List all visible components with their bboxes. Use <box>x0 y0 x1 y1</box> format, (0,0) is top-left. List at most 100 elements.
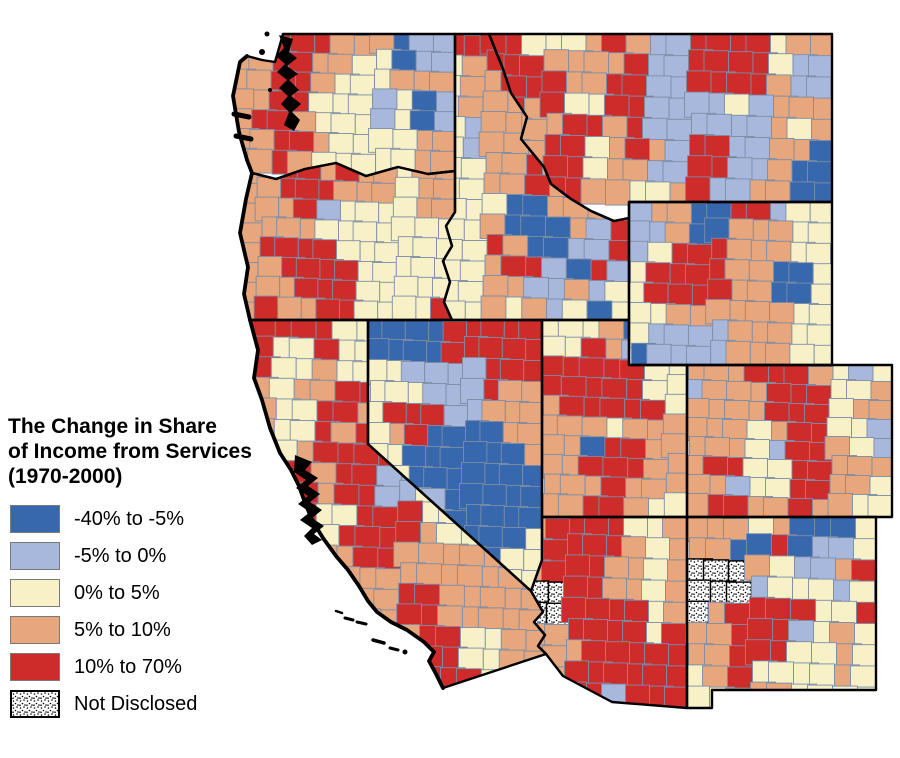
county-cell <box>358 670 385 688</box>
county-cell <box>611 301 629 320</box>
legend-label: 5% to 10% <box>74 618 171 641</box>
coastline <box>231 54 249 162</box>
coastline <box>248 318 445 690</box>
county-cell <box>332 586 359 613</box>
state-border-colorado <box>685 363 894 519</box>
county-cell <box>270 542 297 569</box>
legend-swatch <box>10 542 60 570</box>
county-cell <box>310 647 337 674</box>
county-cell <box>272 522 299 548</box>
island <box>334 609 344 615</box>
county-cell <box>271 625 298 651</box>
county-cell <box>580 178 606 205</box>
state-wyoming <box>629 202 832 365</box>
county-cell <box>601 683 626 708</box>
island <box>355 620 368 626</box>
county-cell <box>766 682 792 708</box>
puget-sound-water <box>276 35 301 131</box>
county-cell <box>250 582 277 609</box>
legend-item: 10% to 70% <box>10 653 197 681</box>
san-francisco-bay-water <box>294 455 324 545</box>
county-cell <box>274 501 301 527</box>
legend: -40% to -5% -5% to 0% 0% to 5% 5% to 10% 10%… <box>10 505 197 727</box>
county-cell <box>295 543 322 570</box>
county-cell <box>251 665 278 688</box>
county-cell <box>250 362 256 388</box>
county-cell <box>374 671 401 688</box>
county-cell <box>725 178 751 205</box>
county-cell <box>335 648 362 675</box>
county-cell <box>547 687 572 708</box>
county-cell <box>269 645 296 672</box>
county-cell <box>253 295 279 320</box>
county-cell <box>250 341 258 368</box>
county-cell <box>293 564 320 590</box>
county-cell <box>401 644 428 671</box>
county-cell <box>250 500 276 526</box>
county-cell <box>531 686 548 708</box>
county-cell <box>250 624 273 650</box>
county-cell <box>311 544 338 571</box>
county-cell <box>233 34 252 54</box>
county-cell <box>455 668 482 688</box>
island <box>371 638 386 645</box>
county-cell <box>267 666 294 688</box>
island <box>264 31 270 37</box>
county-cell <box>254 541 281 568</box>
county-cell <box>250 609 259 635</box>
state-oregon <box>240 163 455 320</box>
map-title-line3: (1970-2000) <box>8 465 123 488</box>
legend-label: 10% to 70% <box>74 655 182 678</box>
county-cell <box>723 495 749 517</box>
legend-swatch-not-disclosed <box>10 690 60 718</box>
state-arizona <box>531 517 687 708</box>
county-cell <box>663 492 687 517</box>
legend-item: 5% to 10% <box>10 616 197 644</box>
state-border-new_mexico <box>685 515 878 710</box>
county-cell <box>725 687 751 708</box>
coastline <box>233 133 254 142</box>
county-cell <box>480 295 507 320</box>
county-cell <box>505 670 532 688</box>
legend-swatch <box>10 653 60 681</box>
county-cell <box>250 382 254 409</box>
county-cell <box>294 646 321 673</box>
legend-item: -40% to -5% <box>10 505 197 533</box>
legend-item: 0% to 5% <box>10 579 197 607</box>
county-cell <box>275 583 302 610</box>
county-cell <box>250 506 260 532</box>
county-cell <box>605 179 631 206</box>
county-cell <box>867 495 892 517</box>
county-cell <box>250 521 274 547</box>
county-cell <box>250 568 254 594</box>
county-cell <box>351 649 378 676</box>
county-cell <box>309 565 336 591</box>
county-cell <box>557 494 584 517</box>
county-cell <box>725 340 751 365</box>
county-cell <box>292 667 319 688</box>
county-cell <box>813 344 832 365</box>
legend-swatch <box>10 579 60 607</box>
county-cell <box>296 626 323 652</box>
island <box>259 49 265 55</box>
legend-label: 0% to 5% <box>74 581 160 604</box>
county-cell <box>291 584 318 611</box>
island <box>343 616 355 622</box>
legend-item: Not Disclosed <box>10 690 197 718</box>
island <box>402 649 408 655</box>
county-cell <box>289 605 316 631</box>
county-cell <box>531 665 550 692</box>
county-cell <box>250 630 257 656</box>
county-cell <box>250 485 253 512</box>
county-cell <box>277 296 302 320</box>
legend-item: -5% to 0% <box>10 542 197 570</box>
legend-label: -40% to -5% <box>74 507 185 530</box>
island <box>388 646 400 652</box>
county-cell <box>316 585 343 612</box>
legend-swatch <box>10 505 60 533</box>
county-cell <box>250 588 252 615</box>
map-title-line2: of Income from Services <box>8 440 252 463</box>
county-cell <box>250 671 253 688</box>
county-cell <box>625 684 650 708</box>
